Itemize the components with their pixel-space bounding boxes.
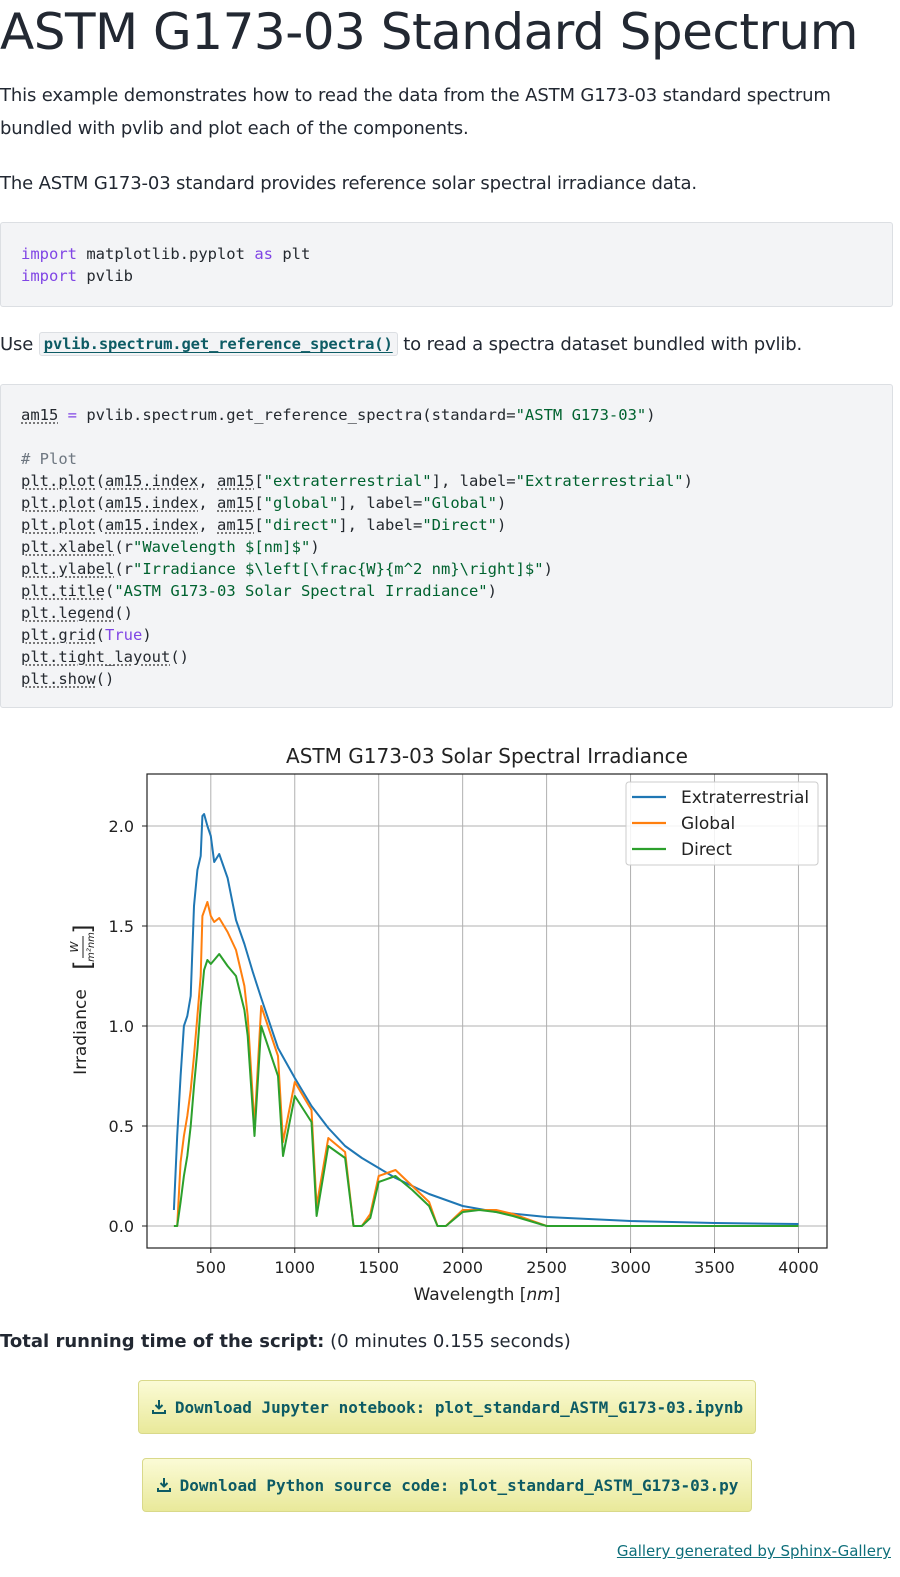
code-line: am15 = pvlib.spectrum.get_reference_spec… <box>21 406 656 424</box>
legend-label-direct: Direct <box>681 840 732 860</box>
x-tick-label: 3000 <box>610 1258 651 1277</box>
download-notebook-label: Download Jupyter notebook: plot_standard… <box>174 1397 744 1417</box>
y-tick-label: 2.0 <box>109 817 134 836</box>
download-icon <box>156 1478 171 1492</box>
series-line-extraterrestrial <box>172 813 799 1225</box>
code-line: plt.xlabel(r"Wavelength $[nm]$") <box>21 538 320 556</box>
page-title: ASTM G173-03 Standard Spectrum <box>0 3 858 61</box>
running-time: Total running time of the script: (0 min… <box>0 1331 571 1352</box>
code-line: plt.grid(True) <box>21 626 152 644</box>
y-axis-left-bracket: [ <box>69 960 97 969</box>
chart-series <box>172 813 799 1227</box>
x-tick-label: 1000 <box>274 1258 315 1277</box>
code-line: plt.plot(am15.index, am15["global"], lab… <box>21 494 507 512</box>
legend-box <box>625 781 819 866</box>
standard-description: The ASTM G173-03 standard provides refer… <box>0 173 698 194</box>
plot-frame <box>146 773 828 1249</box>
code-line: plt.title("ASTM G173-03 Solar Spectral I… <box>21 582 497 600</box>
y-axis-unit-numerator: W <box>68 940 81 952</box>
chart-title: ASTM G173-03 Solar Spectral Irradiance <box>286 744 688 768</box>
plot-code-block: am15 = pvlib.spectrum.get_reference_spec… <box>0 384 893 708</box>
code-line: import pvlib <box>21 267 133 285</box>
x-tick-label: 2000 <box>442 1258 483 1277</box>
y-tick-label: 0.0 <box>109 1217 134 1236</box>
download-python-label: Download Python source code: plot_standa… <box>179 1475 739 1495</box>
code-line: plt.plot(am15.index, am15["extraterrestr… <box>21 472 693 490</box>
download-python-button[interactable]: Download Python source code: plot_standa… <box>142 1458 752 1512</box>
legend-label-global: Global <box>681 814 735 834</box>
x-tick-label: 500 <box>196 1258 227 1277</box>
download-notebook-button[interactable]: Download Jupyter notebook: plot_standard… <box>138 1380 756 1434</box>
code-line: plt.tight_layout() <box>21 648 189 666</box>
chart-legend: Extraterrestrial Global Direct <box>625 781 819 866</box>
series-line-direct <box>173 953 799 1227</box>
x-tick-label: 4000 <box>778 1258 819 1277</box>
x-tick-label: 2500 <box>526 1258 567 1277</box>
spectrum-chart: ASTM G173-03 Solar Spectral Irradiance 5… <box>68 744 828 1305</box>
code-line: import matplotlib.pyplot as plt <box>21 245 311 263</box>
series-line-global <box>173 901 799 1227</box>
download-icon <box>151 1400 166 1414</box>
y-axis-unit-denominator: m²nm <box>86 932 97 962</box>
code-line: plt.ylabel(r"Irradiance $\left[\frac{W}{… <box>21 560 553 578</box>
y-tick-label: 1.0 <box>109 1017 134 1036</box>
code-comment: # Plot <box>21 450 77 468</box>
code-line: plt.legend() <box>21 604 133 622</box>
y-tick-label: 0.5 <box>109 1117 134 1136</box>
legend-label-extraterrestrial: Extraterrestrial <box>681 788 809 808</box>
x-tick-label: 1500 <box>358 1258 399 1277</box>
code-line: plt.show() <box>21 670 115 688</box>
y-axis-label-text: Irradiance <box>71 989 91 1075</box>
import-code-block: import matplotlib.pyplot as plt import p… <box>0 222 893 307</box>
y-axis-label: Irradiance W m²nm [ ] <box>68 924 97 1075</box>
use-paragraph: Use pvlib.spectrum.get_reference_spectra… <box>0 332 803 356</box>
get-reference-spectra-link[interactable]: pvlib.spectrum.get_reference_spectra() <box>38 332 398 356</box>
x-axis-label: Wavelength [nm] <box>414 1285 561 1305</box>
x-tick-label: 3500 <box>694 1258 735 1277</box>
y-axis-right-bracket: ] <box>69 924 97 933</box>
y-tick-label: 1.5 <box>109 917 134 936</box>
sphinx-gallery-link[interactable]: Gallery generated by Sphinx-Gallery <box>616 1542 891 1560</box>
chart-ticks: 500 1000 1500 2000 2500 3000 3500 4000 0.0 0.5 1.0… <box>109 817 819 1277</box>
intro-paragraph: This example demonstrates how to read th… <box>0 85 831 139</box>
code-line: plt.plot(am15.index, am15["direct"], lab… <box>21 516 507 534</box>
